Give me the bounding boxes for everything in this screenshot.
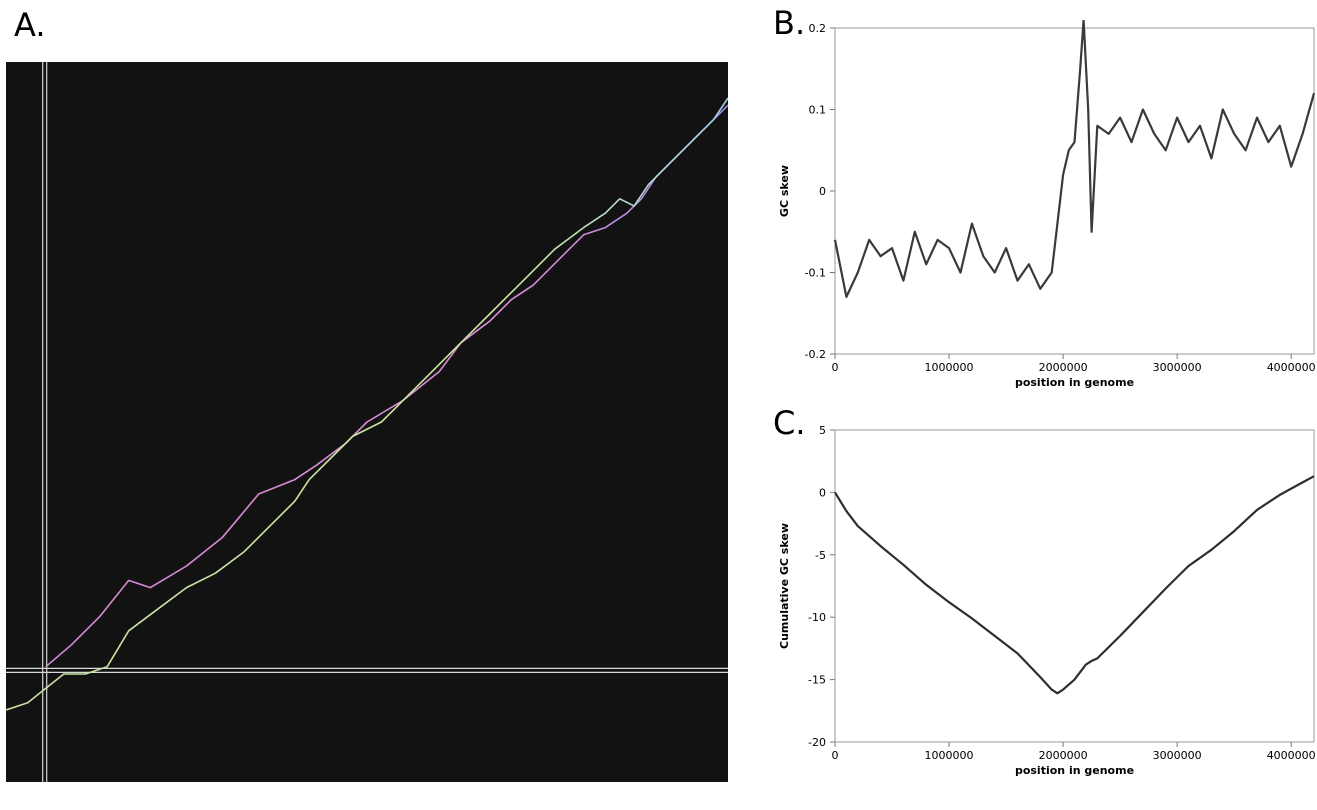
panel-label-a: A.	[14, 6, 46, 44]
y-tick-label: 0.1	[809, 104, 827, 117]
plot-frame	[834, 429, 1315, 743]
x-tick-label: 4000000	[1267, 749, 1316, 762]
x-tick-label: 1000000	[925, 361, 974, 374]
series-line-1	[834, 475, 1315, 695]
y-tick-label: -0.2	[805, 348, 826, 361]
x-tick-label: 3000000	[1153, 361, 1202, 374]
y-tick-label: -10	[808, 611, 826, 624]
x-tick-label: 3000000	[1153, 749, 1202, 762]
y-tick-label: -15	[808, 674, 826, 687]
x-tick-label: 2000000	[1039, 361, 1088, 374]
panel-label-c: C.	[773, 404, 806, 442]
series-line-1	[833, 20, 1316, 298]
y-axis-title: Cumulative GC skew	[778, 523, 791, 649]
y-tick-label: -0.1	[805, 267, 826, 280]
y-tick-label: 5	[819, 424, 826, 437]
y-tick-label: -5	[815, 549, 826, 562]
series-line-2	[6, 97, 728, 711]
cumulative-gc-skew-chart: -20 -15 -10 -5 0 5 0 1000000 2000000 3000000 40000…	[778, 424, 1316, 777]
y-tick-label: 0	[819, 486, 826, 499]
x-tick-label: 1000000	[925, 749, 974, 762]
x-tick-label: 0	[832, 361, 839, 374]
plot-frame	[834, 27, 1315, 355]
x-tick-label: 0	[832, 749, 839, 762]
x-tick-label: 2000000	[1039, 749, 1088, 762]
dot-plot-chart	[6, 62, 728, 782]
x-tick-label: 4000000	[1267, 361, 1316, 374]
x-axis-title: position in genome	[1015, 376, 1134, 389]
y-axis-title: GC skew	[778, 165, 791, 217]
panel-label-b: B.	[773, 4, 806, 42]
y-tick-label: 0.2	[809, 22, 827, 35]
gc-skew-chart: -0.2 -0.1 0 0.1 0.2 0 1000000 2000000 3000000 400…	[778, 20, 1316, 389]
y-tick-label: 0	[819, 185, 826, 198]
x-axis-title: position in genome	[1015, 764, 1134, 777]
y-tick-label: -20	[808, 736, 826, 749]
